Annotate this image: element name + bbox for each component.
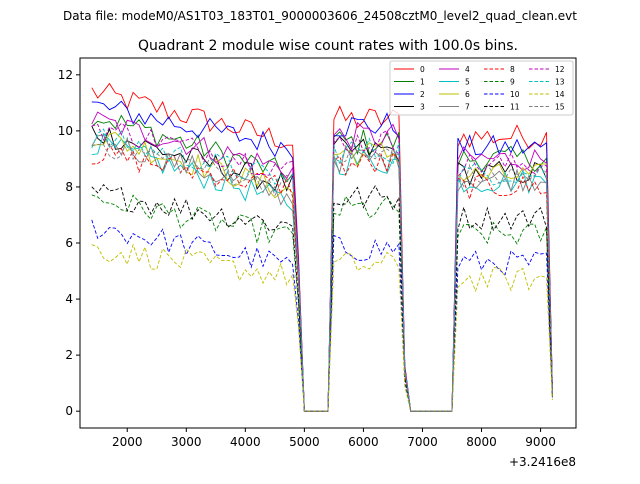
y-tick-label: 4 xyxy=(65,292,73,306)
y-tick-label: 10 xyxy=(58,124,73,138)
legend-label-4: 4 xyxy=(465,65,470,74)
legend-label-11: 11 xyxy=(510,103,520,112)
x-tick-label: 3000 xyxy=(171,435,202,449)
legend-label-0: 0 xyxy=(420,65,425,74)
x-tick-label: 4000 xyxy=(230,435,261,449)
legend-label-9: 9 xyxy=(510,78,515,87)
series-line-15 xyxy=(91,136,553,412)
y-tick-label: 0 xyxy=(65,404,73,418)
y-tick-label: 12 xyxy=(58,68,73,82)
series-layer xyxy=(91,82,553,412)
x-tick-label: 8000 xyxy=(466,435,497,449)
y-tick-label: 8 xyxy=(65,180,73,194)
series-line-14 xyxy=(91,243,553,412)
y-tick-label: 2 xyxy=(65,348,73,362)
x-tick-label: 9000 xyxy=(525,435,556,449)
legend-label-2: 2 xyxy=(420,90,425,99)
x-axis-ticks: 2000 3000 4000 5000 6000 7000 8000 9000 xyxy=(112,428,556,449)
x-tick-label: 2000 xyxy=(112,435,143,449)
legend-label-3: 3 xyxy=(420,103,425,112)
series-line-11 xyxy=(91,183,553,412)
series-line-0 xyxy=(91,82,553,412)
series-line-10 xyxy=(91,219,553,412)
series-line-8 xyxy=(91,143,553,412)
x-tick-label: 5000 xyxy=(289,435,320,449)
legend-label-12: 12 xyxy=(555,65,565,74)
legend-label-10: 10 xyxy=(510,90,520,99)
legend-label-5: 5 xyxy=(465,78,470,87)
legend-label-14: 14 xyxy=(555,90,565,99)
legend-label-15: 15 xyxy=(555,103,565,112)
series-line-9 xyxy=(91,194,553,412)
legend-label-13: 13 xyxy=(555,78,565,87)
suptitle: Data file: modeM0/AS1T03_183T01_90000036… xyxy=(63,9,577,23)
legend-label-7: 7 xyxy=(465,103,470,112)
legend-label-6: 6 xyxy=(465,90,470,99)
series-line-13 xyxy=(91,128,553,412)
y-axis-ticks: 0 2 4 6 8 10 12 xyxy=(58,68,80,418)
chart-title: Quadrant 2 module wise count rates with … xyxy=(138,38,518,54)
x-tick-label: 7000 xyxy=(407,435,438,449)
series-line-1 xyxy=(91,114,553,412)
series-line-4 xyxy=(91,111,553,412)
x-tick-label: 6000 xyxy=(348,435,379,449)
y-tick-label: 6 xyxy=(65,236,73,250)
legend-label-8: 8 xyxy=(510,65,515,74)
x-offset-label: +3.2416e8 xyxy=(509,455,576,469)
legend-box xyxy=(389,60,574,116)
legend-label-1: 1 xyxy=(420,78,425,87)
